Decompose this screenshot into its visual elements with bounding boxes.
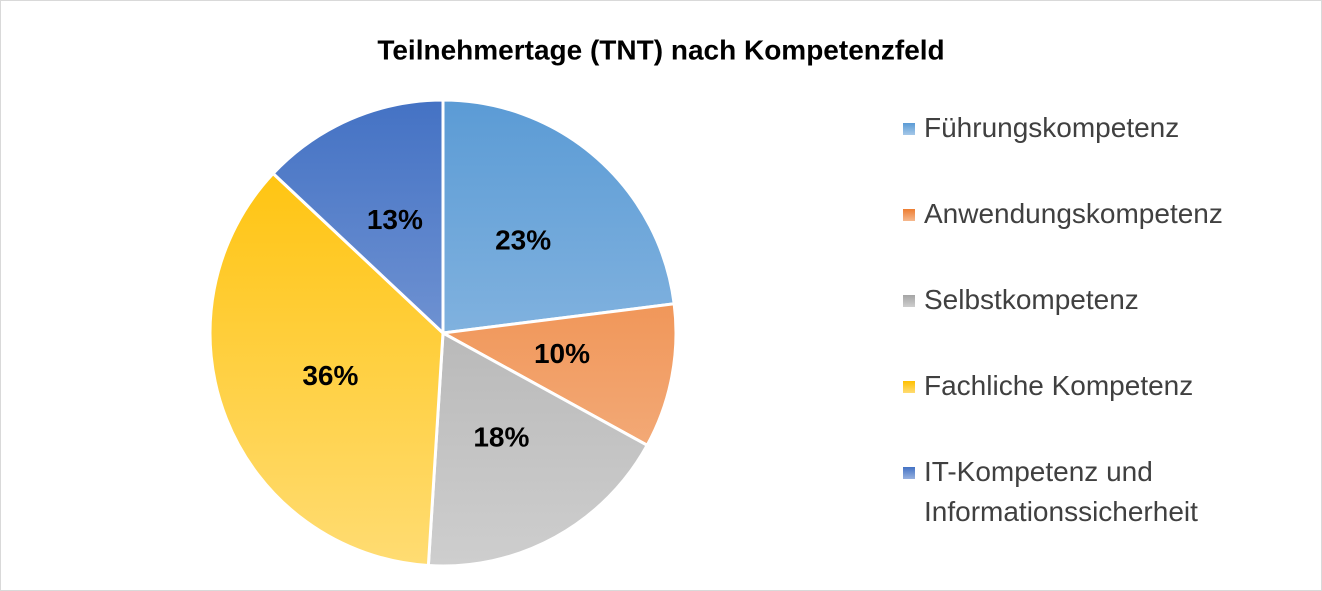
legend-swatch — [903, 467, 915, 479]
data-label: 13% — [367, 204, 423, 235]
legend: Führungskompetenz Anwendungskompetenz Selb… — [903, 108, 1293, 578]
legend-swatch — [903, 295, 915, 307]
legend-item: Selbstkompetenz — [903, 280, 1293, 320]
pie-slice — [271, 98, 445, 337]
legend-swatch — [903, 123, 915, 135]
data-label: 23% — [495, 225, 551, 256]
legend-item: Anwendungskompetenz — [903, 194, 1293, 234]
legend-label: Fachliche Kompetenz — [924, 370, 1194, 401]
legend-label: Anwendungskompetenz — [924, 198, 1223, 229]
legend-swatch — [903, 209, 915, 221]
data-label: 10% — [534, 338, 590, 369]
legend-label: Selbstkompetenz — [924, 284, 1139, 315]
legend-label: IT-Kompetenz und Informationssicherheit — [924, 456, 1198, 527]
legend-item: Führungskompetenz — [903, 108, 1293, 148]
legend-item: IT-Kompetenz und Informationssicherheit — [903, 452, 1293, 532]
pie-slice — [441, 98, 676, 335]
pie-slice — [208, 171, 445, 568]
data-label: 36% — [302, 360, 358, 391]
legend-label: Führungskompetenz — [924, 112, 1180, 143]
legend-item: Fachliche Kompetenz — [903, 366, 1293, 406]
pie-slice — [438, 302, 678, 448]
chart-title: Teilnehmertage (TNT) nach Kompetenzfeld — [377, 34, 944, 65]
pie-slice — [426, 330, 650, 568]
data-label: 18% — [473, 422, 529, 453]
legend-swatch — [903, 381, 915, 393]
